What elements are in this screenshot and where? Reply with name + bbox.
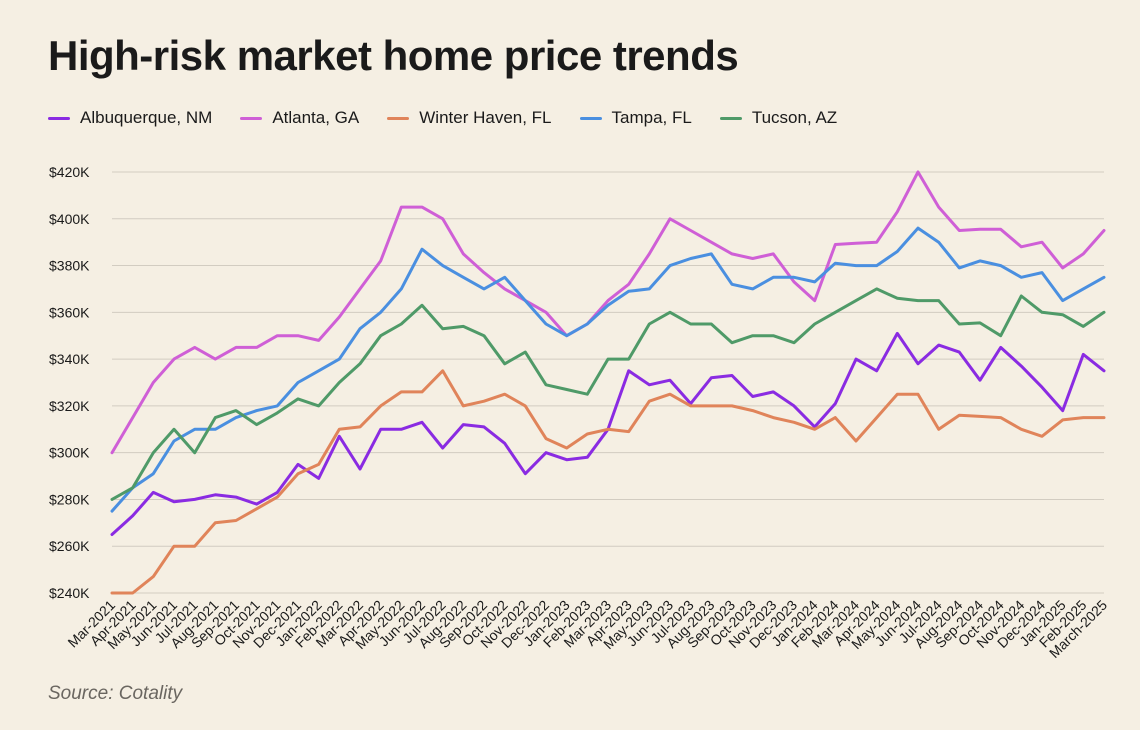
legend-label-tampa: Tampa, FL [611,108,692,127]
y-tick-label: $400K [49,211,90,227]
y-tick-label: $380K [49,258,90,274]
y-tick-label: $340K [49,351,90,367]
y-tick-label: $420K [49,164,90,180]
series-line-atlanta-ga [110,170,1106,455]
legend-swatch-atlanta [240,116,263,120]
legend-swatch-winter-haven [387,116,410,120]
y-tick-label: $320K [49,398,90,414]
series-line-winter-haven-fl [110,369,1106,595]
y-tick-label: $280K [49,491,90,507]
series-line-tucson-az [110,287,1106,501]
legend-label-tucson: Tucson, AZ [751,108,838,127]
y-tick-label: $300K [49,445,90,461]
y-tick-label: $260K [49,538,90,554]
series-line-albuquerque-nm [110,331,1106,536]
chart-legend: Albuquerque, NM Atlanta, GA Winter Haven… [48,108,837,128]
chart-title: High-risk market home price trends [48,32,739,79]
legend-label-winter-haven: Winter Haven, FL [419,108,552,127]
legend-label-atlanta: Atlanta, GA [272,108,360,127]
y-tick-label: $240K [49,585,90,601]
legend-swatch-albuquerque [48,116,70,120]
legend-item-tampa: Tampa, FL [579,108,692,128]
source-note: Source: Cotality [48,683,183,704]
legend-item-tucson: Tucson, AZ [719,108,838,128]
y-tick-label: $360K [49,304,90,320]
legend-swatch-tucson [719,116,742,120]
legend-swatch-tampa [579,116,602,120]
legend-label-albuquerque: Albuquerque, NM [80,108,213,127]
legend-item-atlanta: Atlanta, GA [240,108,359,128]
series-line-tampa-fl [110,226,1106,513]
legend-item-winter-haven: Winter Haven, FL [387,108,552,128]
legend-item-albuquerque: Albuquerque, NM [48,108,212,128]
